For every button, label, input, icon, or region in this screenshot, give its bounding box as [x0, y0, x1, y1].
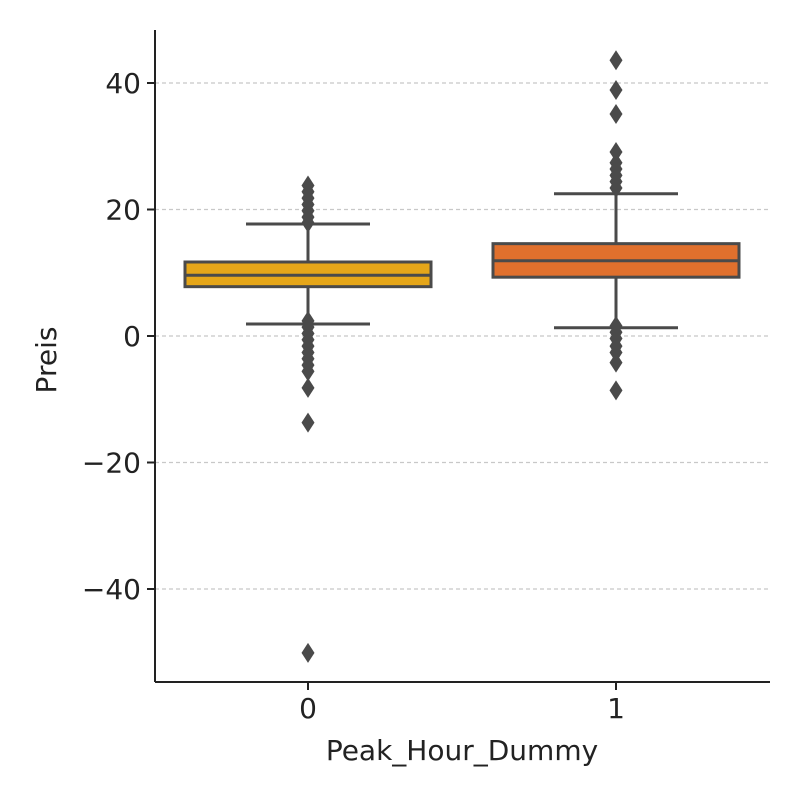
outlier-point [301, 412, 315, 433]
outlier-point [301, 212, 315, 233]
outlier-point [609, 342, 623, 363]
y-tick-label: 0 [123, 320, 141, 353]
box-0 [183, 175, 433, 663]
outlier-point [301, 377, 315, 398]
outlier-point [609, 380, 623, 401]
box-1 [491, 50, 741, 401]
outlier-point [301, 361, 315, 382]
outlier-point [609, 177, 623, 198]
outlier-point [609, 50, 623, 71]
x-axis-label: Peak_Hour_Dummy [326, 734, 598, 767]
y-tick-label: −20 [82, 447, 141, 480]
outlier-point [609, 103, 623, 124]
outlier-point [609, 352, 623, 373]
y-axis-label: Preis [30, 327, 63, 394]
y-tick-label: 20 [105, 194, 141, 227]
y-tick-label: 40 [105, 67, 141, 100]
outlier-point [609, 141, 623, 162]
x-tick-label: 1 [607, 692, 625, 725]
grid-lines [155, 82, 770, 590]
outlier-point [301, 642, 315, 663]
y-tick-label: −40 [82, 573, 141, 606]
y-ticks-group: 40 20 0 −20 −40 [82, 67, 155, 606]
boxes-group [183, 50, 741, 663]
outlier-point [609, 79, 623, 100]
x-tick-label: 0 [299, 692, 317, 725]
axes-group [154, 30, 770, 683]
